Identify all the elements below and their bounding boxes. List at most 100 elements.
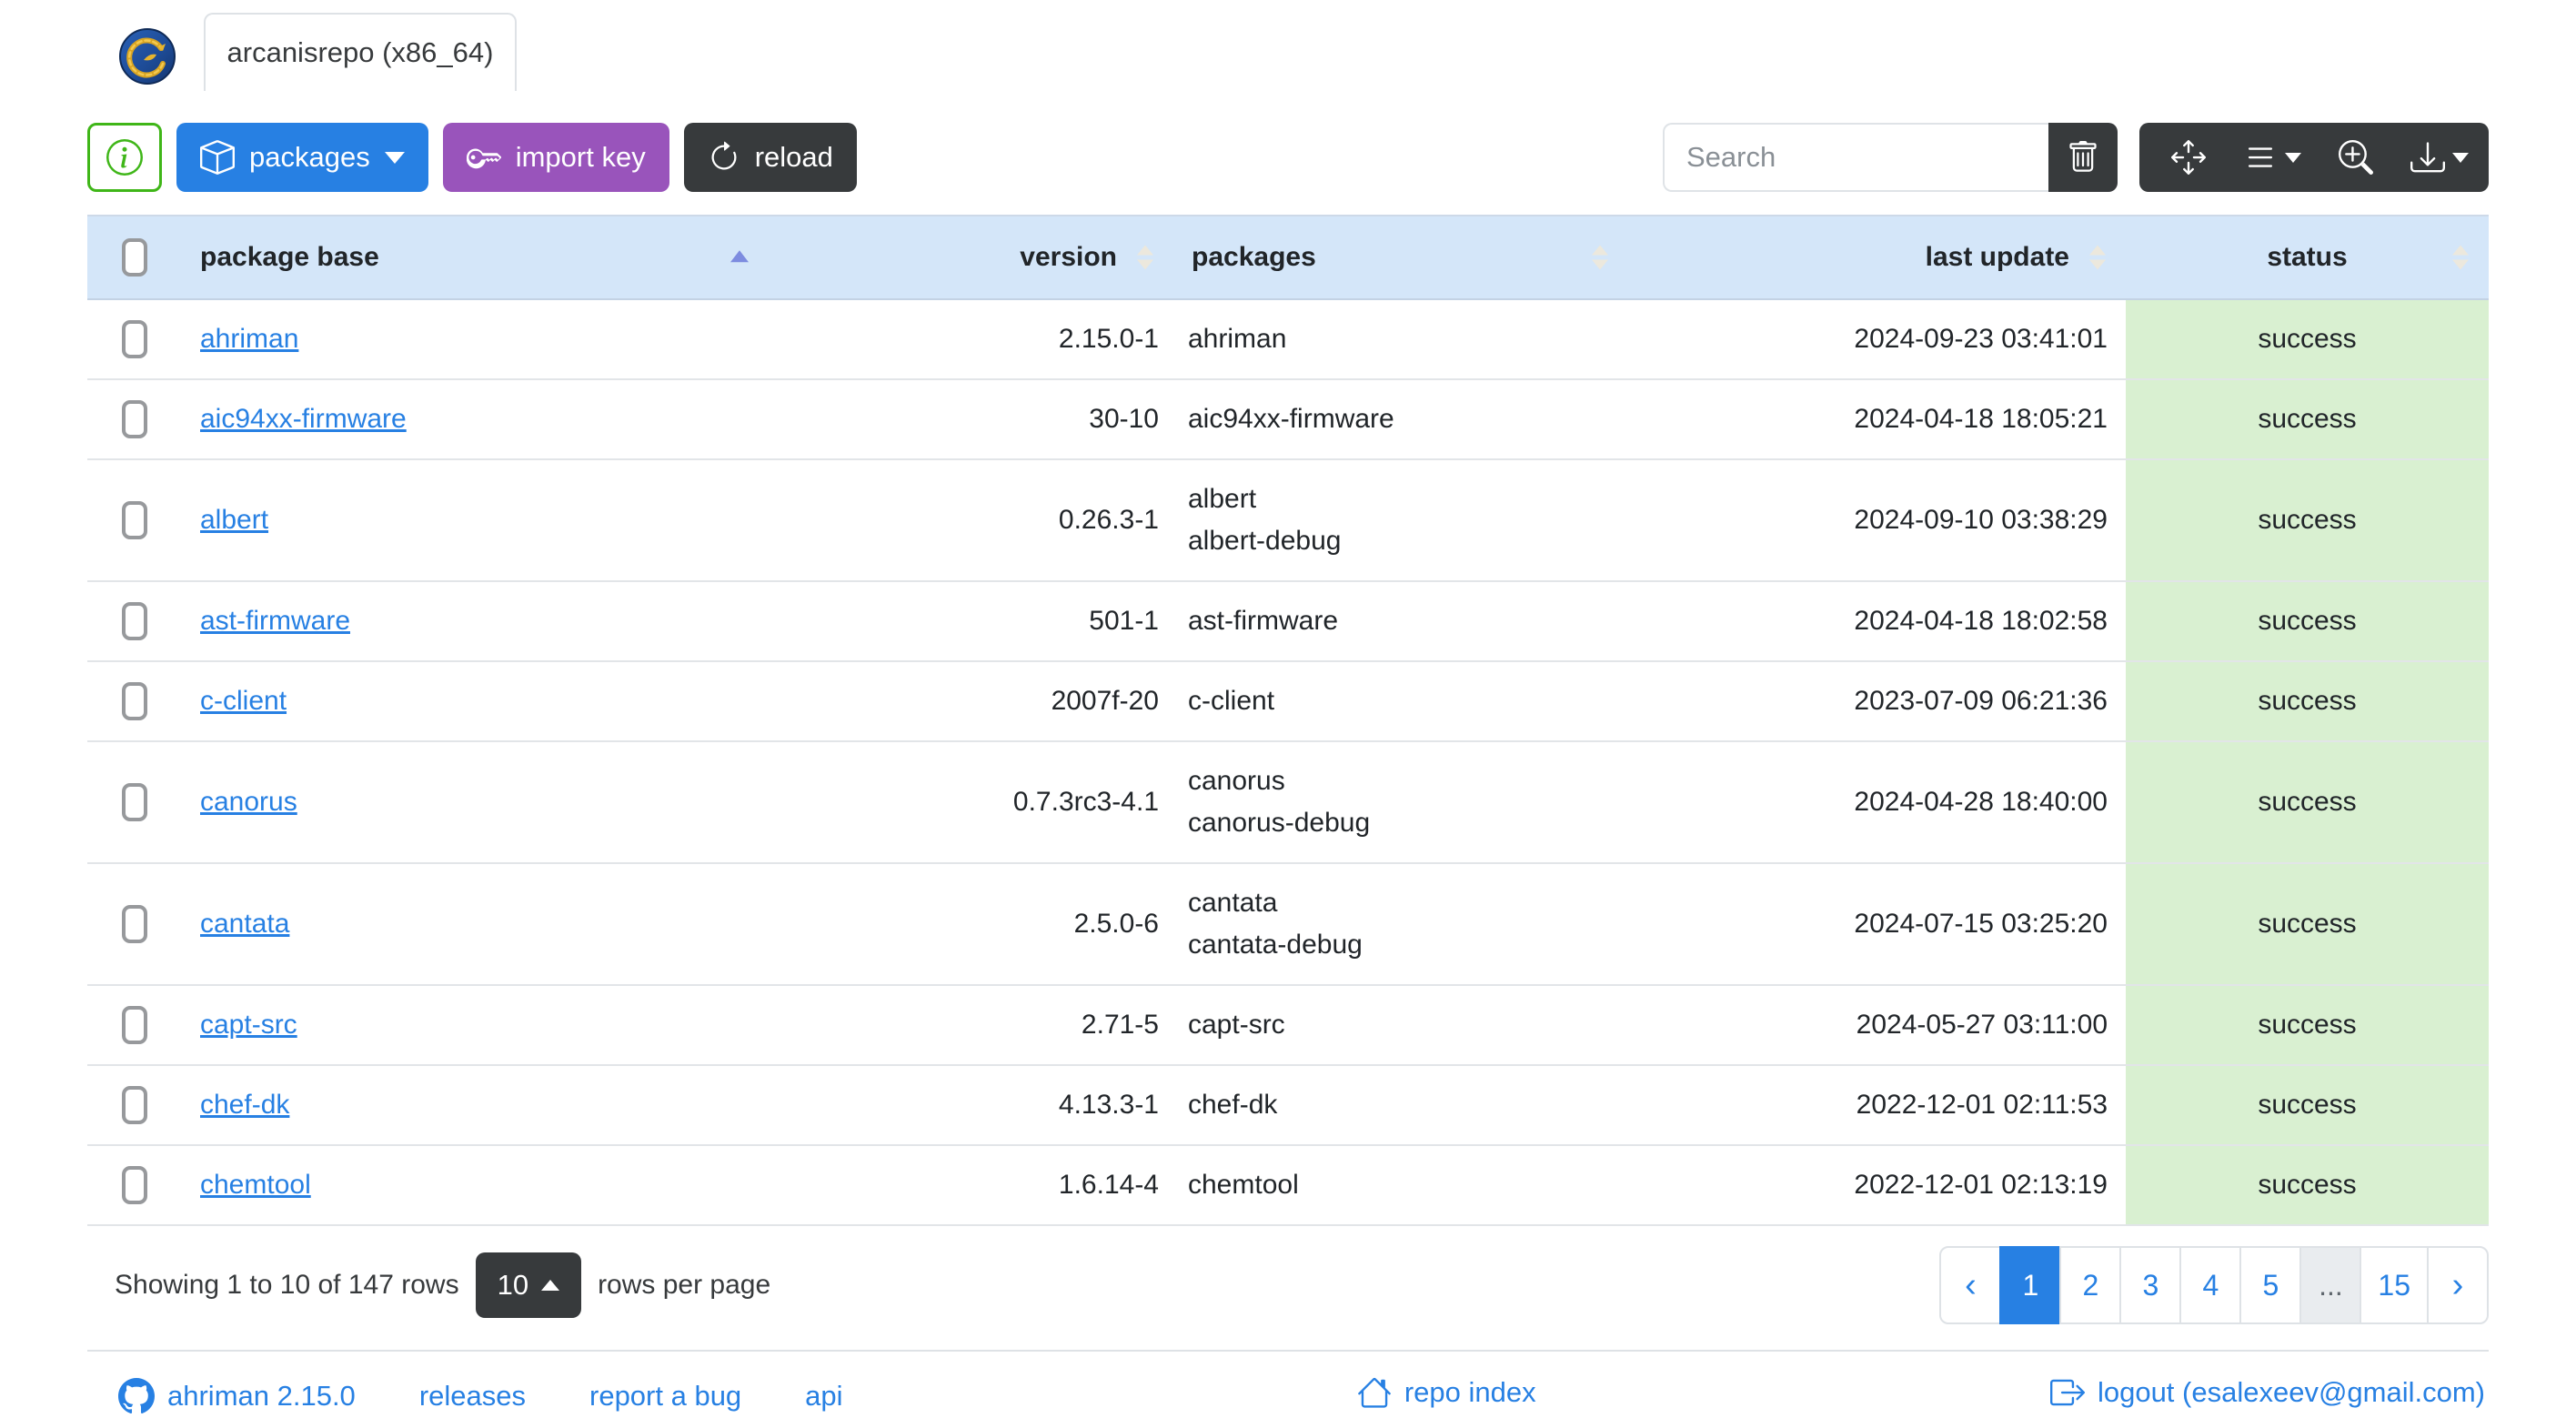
last-update-cell: 2024-04-18 18:02:58: [1628, 581, 2126, 662]
row-checkbox[interactable]: [122, 602, 147, 641]
last-update-cell: 2024-09-10 03:38:29: [1628, 459, 2126, 582]
chevron-down-icon: [384, 151, 405, 164]
package-base-link[interactable]: ast-firmware: [200, 606, 351, 636]
packages-dropdown-button[interactable]: packages: [176, 123, 428, 192]
row-checkbox[interactable]: [122, 400, 147, 439]
column-header-version[interactable]: version: [769, 215, 1173, 300]
github-icon: [118, 1378, 155, 1414]
zoom-in-icon: [2339, 140, 2373, 175]
row-checkbox[interactable]: [122, 320, 147, 359]
releases-link[interactable]: releases: [419, 1380, 526, 1413]
version-cell: 2.5.0-6: [769, 863, 1173, 986]
last-update-cell: 2024-05-27 03:11:00: [1628, 985, 2126, 1066]
row-checkbox[interactable]: [122, 905, 147, 944]
package-base-link[interactable]: aic94xx-firmware: [200, 404, 407, 434]
package-base-link[interactable]: capt-src: [200, 1010, 297, 1040]
package-base-link[interactable]: ahriman: [200, 324, 299, 354]
version-cell: 0.7.3rc3-4.1: [769, 741, 1173, 864]
reload-button[interactable]: reload: [683, 123, 857, 192]
table-row: ahriman 2.15.0-1 ahriman 2024-09-23 03:4…: [87, 299, 2489, 380]
logout-icon: [2049, 1379, 2085, 1406]
import-key-button[interactable]: import key: [442, 123, 669, 192]
list-icon: [2248, 147, 2273, 167]
row-checkbox[interactable]: [122, 1006, 147, 1045]
pagination-bar: Showing 1 to 10 of 147 rows 10 rows per …: [87, 1244, 2489, 1326]
report-bug-label: report a bug: [589, 1380, 742, 1412]
previous-page-button[interactable]: ‹: [1939, 1246, 2002, 1324]
packages-cell: c-client: [1173, 661, 1628, 742]
page-size-dropdown[interactable]: 10: [475, 1252, 582, 1318]
packages-cell: ahriman: [1173, 299, 1628, 380]
table-header-row: package base version packages last updat…: [87, 215, 2489, 300]
github-version-link[interactable]: ahriman 2.15.0: [118, 1378, 356, 1414]
page-ellipsis: ...: [2299, 1246, 2362, 1324]
repository-tab-label: arcanisrepo (x86_64): [226, 36, 494, 68]
package-base-link[interactable]: chemtool: [200, 1170, 311, 1200]
page-button-4[interactable]: 4: [2179, 1246, 2242, 1324]
sort-icon: [1137, 245, 1153, 270]
table-row: c-client 2007f-20 c-client 2023-07-09 06…: [87, 661, 2489, 742]
status-badge: success: [2126, 299, 2489, 380]
table-row: aic94xx-firmware 30-10 aic94xx-firmware …: [87, 379, 2489, 460]
export-dropdown-button[interactable]: [2398, 123, 2481, 192]
report-bug-link[interactable]: report a bug: [589, 1380, 741, 1413]
chevron-down-icon: [2285, 152, 2301, 163]
column-header-package-base[interactable]: package base: [182, 215, 769, 300]
repo-index-label: repo index: [1404, 1376, 1536, 1408]
api-link[interactable]: api: [805, 1380, 842, 1413]
pagination-summary: Showing 1 to 10 of 147 rows: [115, 1270, 459, 1300]
search-group: [1663, 123, 2118, 192]
select-all-header[interactable]: [87, 215, 182, 300]
page-button-5[interactable]: 5: [2239, 1246, 2302, 1324]
package-base-link[interactable]: canorus: [200, 787, 297, 817]
package-base-link[interactable]: albert: [200, 505, 269, 535]
status-badge: success: [2126, 459, 2489, 582]
page-button-1[interactable]: 1: [1999, 1246, 2062, 1324]
repository-tab[interactable]: arcanisrepo (x86_64): [204, 13, 517, 91]
page-button-15[interactable]: 15: [2360, 1246, 2429, 1324]
status-badge: success: [2126, 379, 2489, 460]
package-base-link[interactable]: c-client: [200, 686, 287, 716]
column-header-status[interactable]: status: [2126, 215, 2489, 300]
column-header-last-update[interactable]: last update: [1628, 215, 2126, 300]
last-update-cell: 2023-07-09 06:21:36: [1628, 661, 2126, 742]
sort-ascending-icon: [730, 250, 749, 263]
ahriman-logo-icon: [119, 28, 176, 85]
package-box-icon: [200, 140, 235, 175]
logout-link[interactable]: logout (esalexeev@gmail.com): [2049, 1375, 2485, 1410]
row-checkbox[interactable]: [122, 1086, 147, 1125]
row-checkbox[interactable]: [122, 1166, 147, 1205]
version-cell: 501-1: [769, 581, 1173, 662]
select-all-checkbox[interactable]: [122, 238, 147, 277]
app-version-label: ahriman 2.15.0: [167, 1380, 356, 1412]
info-circle-icon: [106, 139, 143, 176]
page-button-3[interactable]: 3: [2119, 1246, 2182, 1324]
clear-search-button[interactable]: [2048, 123, 2118, 192]
logout-label: logout (esalexeev@gmail.com): [2097, 1376, 2485, 1408]
table-row: ast-firmware 501-1 ast-firmware 2024-04-…: [87, 581, 2489, 662]
last-update-cell: 2024-07-15 03:25:20: [1628, 863, 2126, 986]
column-header-packages[interactable]: packages: [1173, 215, 1628, 300]
page-buttons-group: ‹ 1 2 3 4 5... 15 ›: [1939, 1246, 2489, 1324]
version-cell: 2007f-20: [769, 661, 1173, 742]
row-checkbox[interactable]: [122, 783, 147, 822]
page-button-2[interactable]: 2: [2059, 1246, 2122, 1324]
status-badge: success: [2126, 985, 2489, 1066]
column-label: version: [1020, 242, 1117, 272]
row-checkbox[interactable]: [122, 501, 147, 540]
arrows-move-icon: [2171, 140, 2206, 175]
repo-index-link[interactable]: repo index: [1357, 1375, 1536, 1410]
packages-cell: canorus canorus-debug: [1173, 741, 1628, 864]
fullscreen-button[interactable]: [2147, 123, 2230, 192]
house-icon: [1358, 1377, 1391, 1408]
reload-icon: [711, 141, 737, 170]
rows-per-page-label: rows per page: [598, 1270, 771, 1300]
info-button[interactable]: [87, 123, 162, 192]
next-page-button[interactable]: ›: [2427, 1246, 2489, 1324]
package-base-link[interactable]: cantata: [200, 909, 290, 939]
toggle-search-button[interactable]: [2314, 123, 2398, 192]
search-input[interactable]: [1663, 123, 2048, 192]
package-base-link[interactable]: chef-dk: [200, 1090, 290, 1120]
row-checkbox[interactable]: [122, 682, 147, 721]
columns-dropdown-button[interactable]: [2230, 123, 2314, 192]
